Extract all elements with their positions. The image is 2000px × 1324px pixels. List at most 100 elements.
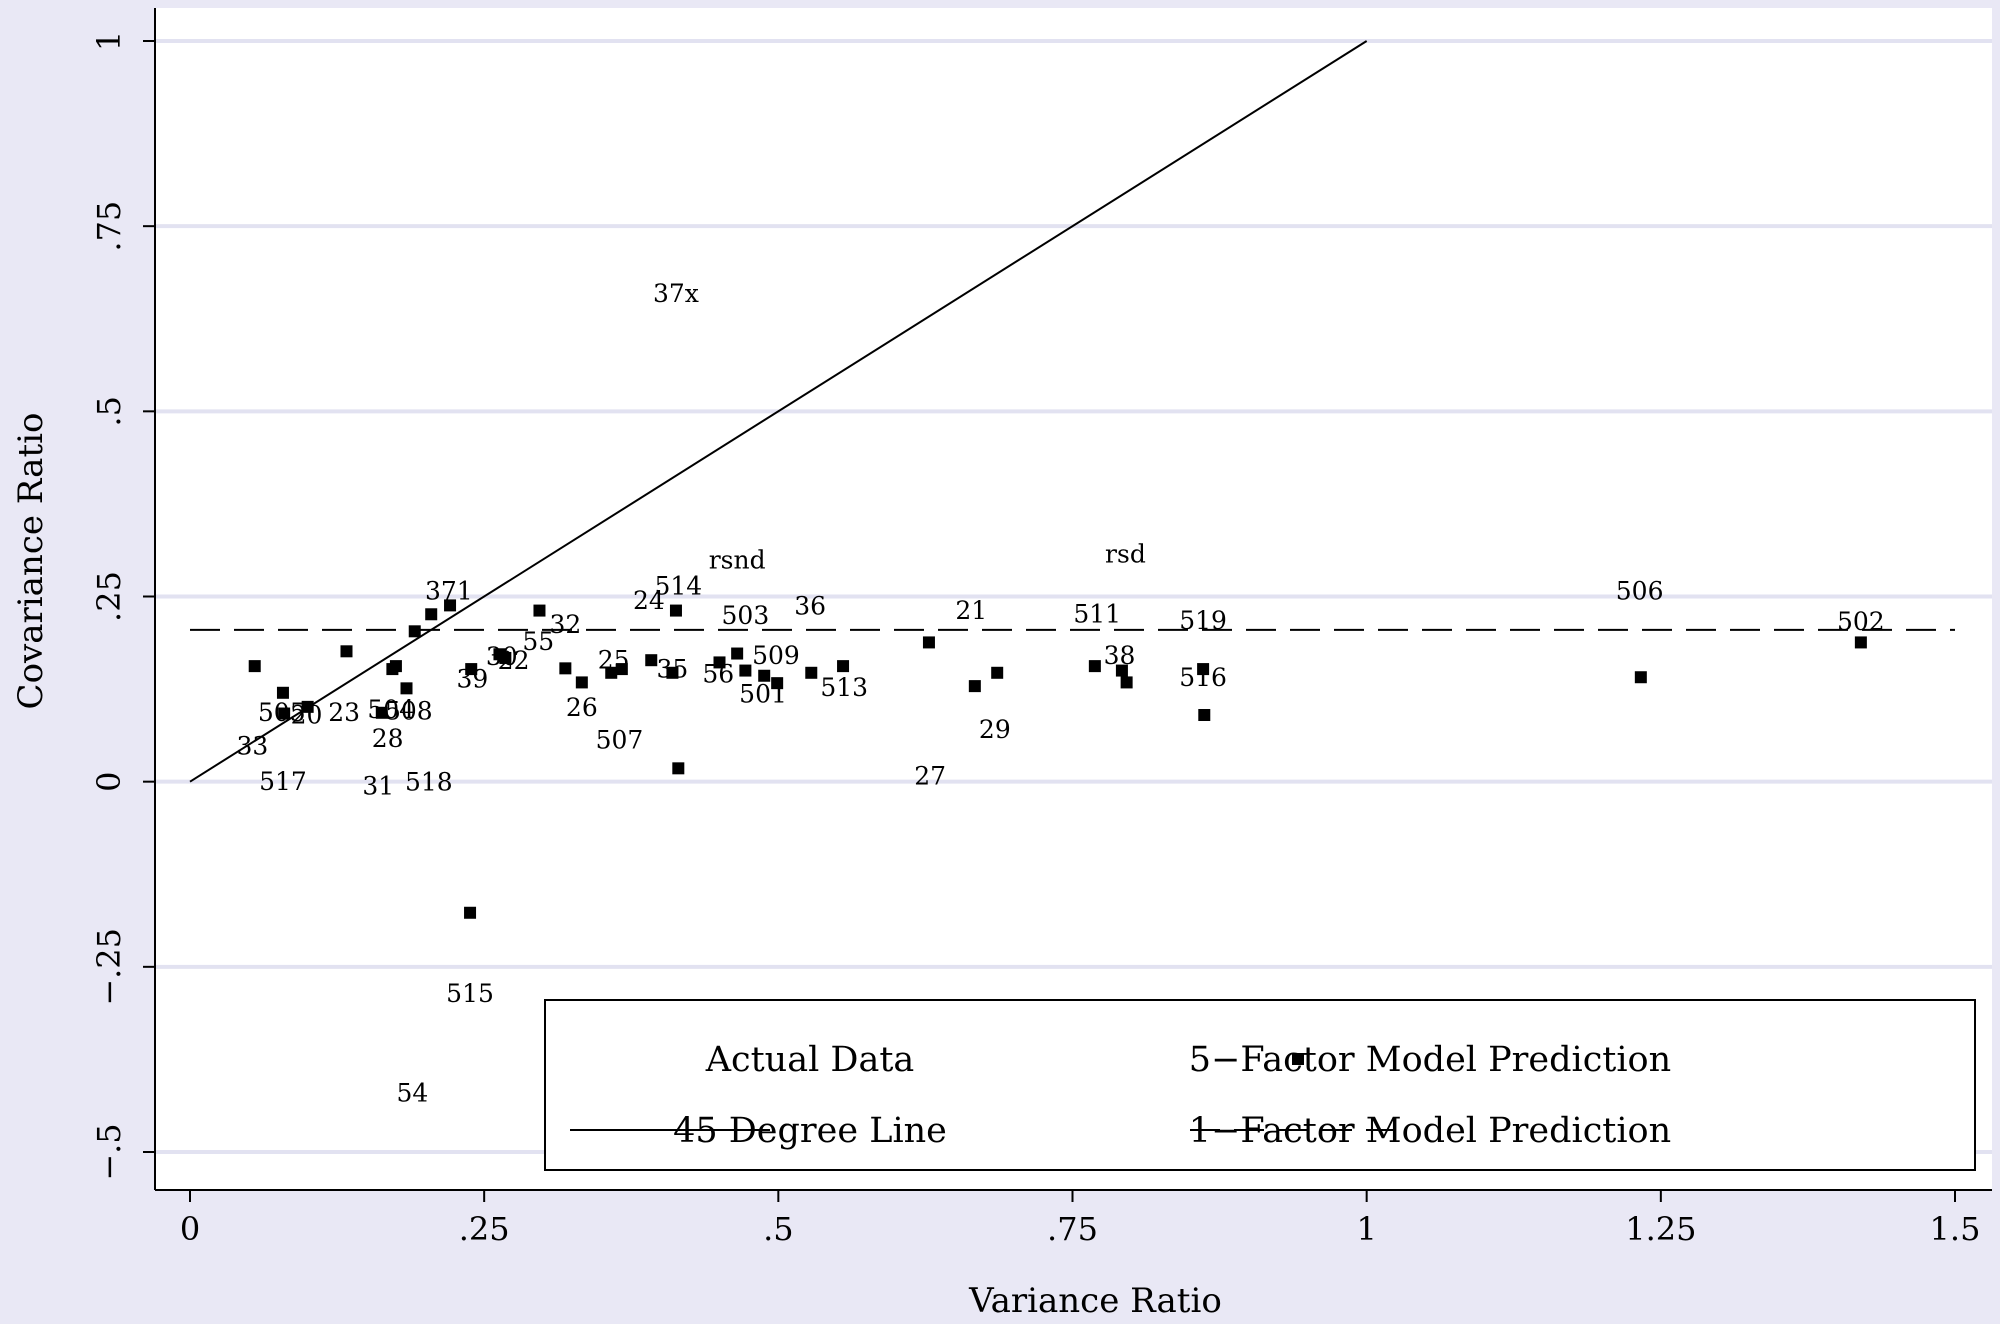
data-label: 35 — [657, 654, 689, 683]
data-label: 30 — [486, 642, 518, 671]
prediction-point — [276, 686, 289, 699]
y-tick-label: .75 — [90, 201, 128, 252]
prediction-point — [499, 651, 512, 664]
data-label: 505 — [258, 698, 306, 727]
data-label: 20 — [291, 700, 323, 729]
data-label: 371 — [425, 577, 473, 606]
prediction-point — [444, 599, 457, 612]
x-tick-label: 1.25 — [1625, 1210, 1696, 1248]
prediction-point — [340, 645, 353, 658]
data-label: 32 — [549, 610, 581, 639]
prediction-markers — [248, 599, 1867, 919]
reference-lines — [189, 40, 1955, 783]
prediction-point — [464, 906, 477, 919]
data-label: 55 — [522, 627, 554, 656]
prediction-point — [301, 700, 314, 713]
prediction-point — [615, 663, 628, 676]
data-label: 25 — [598, 645, 630, 674]
data-label: 56 — [702, 660, 734, 689]
x-tick-label: .25 — [459, 1210, 510, 1248]
prediction-point — [605, 666, 618, 679]
prediction-point — [1120, 676, 1133, 689]
data-label: 508 — [385, 697, 433, 726]
data-label: 22 — [498, 646, 530, 675]
data-label: 507 — [596, 725, 644, 754]
prediction-point — [425, 608, 438, 621]
data-label: 24 — [633, 586, 665, 615]
prediction-point — [465, 663, 478, 676]
prediction-point — [1854, 636, 1867, 649]
data-label: 33 — [236, 731, 268, 760]
prediction-point — [533, 604, 546, 617]
prediction-point — [805, 666, 818, 679]
y-tick-label: 0 — [90, 771, 128, 791]
data-label: 501 — [739, 680, 787, 709]
prediction-point — [837, 660, 850, 673]
data-label: 503 — [722, 601, 770, 630]
prediction-point — [1634, 671, 1647, 684]
prediction-point — [375, 706, 388, 719]
y-tick-label: 1 — [90, 31, 128, 51]
data-label: 517 — [259, 767, 307, 796]
y-tick-label: .5 — [90, 396, 128, 427]
data-label: rsnd — [709, 545, 766, 574]
data-label: 519 — [1179, 606, 1227, 635]
data-label: 515 — [446, 979, 494, 1008]
prediction-point — [771, 677, 784, 690]
data-label: 511 — [1073, 600, 1121, 629]
data-label: 502 — [1837, 607, 1885, 636]
legend-box — [544, 999, 1976, 1171]
legend-label: 5−Factor Model Prediction — [1189, 1040, 1671, 1080]
legend-label: 45 Degree Line — [673, 1111, 947, 1151]
forty-five-degree-line — [189, 40, 1368, 783]
y-tick-label: −.5 — [90, 1123, 128, 1180]
data-label: 27 — [914, 762, 946, 791]
prediction-point — [400, 682, 413, 695]
prediction-point — [731, 647, 744, 660]
x-tick-label: 0 — [180, 1210, 200, 1248]
y-tick-label: .25 — [90, 571, 128, 622]
data-label: 38 — [1104, 641, 1136, 670]
x-axis-label: Variance Ratio — [968, 1281, 1222, 1319]
data-label: 514 — [654, 571, 702, 600]
plot-area — [155, 8, 1992, 1190]
prediction-point — [713, 656, 726, 669]
data-label: 504 — [367, 695, 415, 724]
legend: Actual Data 5−Factor Model Prediction 45 D… — [544, 999, 1976, 1171]
y-axis-label: Covariance Ratio — [11, 413, 51, 710]
prediction-point — [1088, 660, 1101, 673]
prediction-point — [559, 662, 572, 675]
prediction-point — [278, 707, 291, 720]
legend-label: 1−Factor Model Prediction — [1189, 1111, 1671, 1151]
prediction-point — [1115, 664, 1128, 677]
data-label: 37x — [653, 279, 699, 308]
axes: −.5 −.25 0 .25 .5 .75 1 0 .25 .5 .75 1 1.25 1.5 — [90, 8, 1992, 1248]
x-tick-label: .5 — [763, 1210, 794, 1248]
prediction-point — [666, 666, 679, 679]
data-label: 28 — [372, 724, 404, 753]
x-tick-label: 1 — [1356, 1210, 1376, 1248]
x-tick-label: 1.5 — [1930, 1210, 1981, 1248]
data-label: 23 — [328, 698, 360, 727]
prediction-point — [575, 676, 588, 689]
data-label: 54 — [396, 1079, 428, 1108]
data-label: rsd — [1105, 540, 1146, 569]
grid-lines — [155, 39, 1992, 1154]
data-label: 513 — [820, 673, 868, 702]
data-label: 31 — [362, 771, 394, 800]
prediction-point — [248, 660, 261, 673]
prediction-point — [645, 654, 658, 667]
prediction-point — [1197, 663, 1210, 676]
data-label: 506 — [1616, 577, 1664, 606]
data-label: 509 — [752, 641, 800, 670]
legend-label: Actual Data — [705, 1040, 915, 1080]
data-label: 516 — [1179, 663, 1227, 692]
prediction-point — [968, 680, 981, 693]
data-label: 518 — [405, 768, 453, 797]
prediction-point — [672, 762, 685, 775]
y-tick-label: −.25 — [90, 928, 128, 1006]
data-label: 26 — [566, 693, 598, 722]
prediction-point — [739, 664, 752, 677]
